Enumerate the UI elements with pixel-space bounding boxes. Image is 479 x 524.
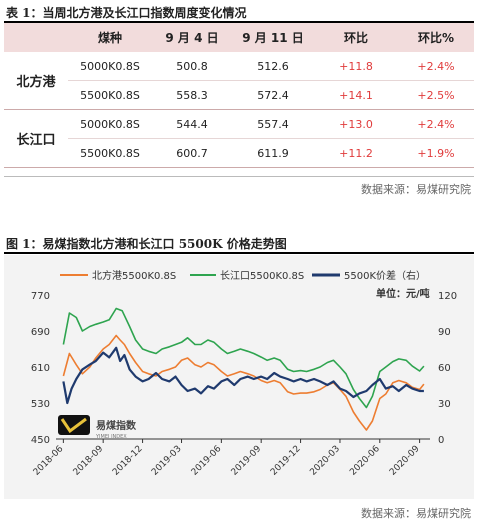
y-left-tick-label: 450 bbox=[31, 435, 50, 446]
sep4-cell: 544.4 bbox=[152, 109, 232, 139]
chart-panel: 北方港5500K0.8S 长江口5500K0.8S 5500K价差（右） 单位：… bbox=[4, 255, 474, 499]
port-cell: 北方港 bbox=[4, 52, 68, 110]
coal-type-cell: 5000K0.8S bbox=[68, 52, 152, 81]
legend-label-spread: 5500K价差（右） bbox=[344, 269, 426, 282]
yangtze-series-line bbox=[62, 307, 425, 409]
table-source: 数据来源：易煤研究院 bbox=[361, 183, 471, 196]
figure-caption: 图 1：易煤指数北方港和长江口 5500K 价格走势图 bbox=[6, 237, 287, 251]
y-left-tick-label: 530 bbox=[31, 399, 50, 410]
coal-type-cell: 5000K0.8S bbox=[68, 109, 152, 139]
spread-series-line bbox=[62, 346, 424, 405]
sep4-cell: 600.7 bbox=[152, 138, 232, 168]
change-cell: +11.8 bbox=[314, 52, 398, 81]
header-sep4: 9 月 4 日 bbox=[152, 23, 232, 52]
legend-label-yangtze: 长江口5500K0.8S bbox=[220, 270, 304, 282]
y-left-tick-label: 610 bbox=[31, 363, 50, 374]
watermark-logo bbox=[58, 415, 90, 435]
change-pct-cell: +2.5% bbox=[398, 80, 474, 110]
table-top-rule bbox=[4, 21, 474, 23]
x-tick-label: 2019-09 bbox=[230, 444, 264, 478]
chart-legend: 北方港5500K0.8S 长江口5500K0.8S 5500K价差（右） bbox=[60, 269, 426, 282]
y-right-tick-label: 60 bbox=[438, 363, 451, 374]
figure-source: 数据来源：易煤研究院 bbox=[361, 507, 471, 520]
coal-type-cell: 5500K0.8S bbox=[68, 138, 152, 168]
header-coal-type: 煤种 bbox=[68, 23, 152, 52]
x-tick-label: 2018-09 bbox=[72, 444, 106, 478]
header-sep11: 9 月 11 日 bbox=[232, 23, 314, 52]
y-right-tick-label: 90 bbox=[438, 327, 451, 338]
watermark-subtext: YIMEI INDEX bbox=[95, 434, 127, 440]
y-right-tick-label: 30 bbox=[438, 399, 451, 410]
weekly-change-table: 煤种 9 月 4 日 9 月 11 日 环比 环比% 北方港 5000K0.8S… bbox=[4, 23, 474, 168]
table-row: 北方港 5000K0.8S 500.8 512.6 +11.8 +2.4% bbox=[4, 52, 474, 110]
table-row: 5500K0.8S 600.7 611.9 +11.2 +1.9% bbox=[4, 138, 474, 168]
change-cell: +13.0 bbox=[314, 109, 398, 139]
y-left-tick-label: 690 bbox=[31, 327, 50, 338]
table-caption: 表 1：当周北方港及长江口指数周度变化情况 bbox=[6, 6, 247, 20]
figure-top-rule bbox=[4, 252, 474, 254]
change-pct-cell: +2.4% bbox=[398, 109, 474, 139]
change-pct-cell: +2.4% bbox=[398, 52, 474, 81]
y-right-tick-label: 120 bbox=[438, 291, 457, 302]
watermark-text: 易煤指数 bbox=[96, 419, 137, 432]
header-port bbox=[4, 23, 68, 52]
table-row: 5500K0.8S 558.3 572.4 +14.1 +2.5% bbox=[4, 80, 474, 110]
x-tick-label: 2019-12 bbox=[269, 444, 303, 478]
unit-label: 单位：元/吨 bbox=[376, 287, 430, 300]
y-left-tick-label: 770 bbox=[31, 291, 50, 302]
sep4-cell: 500.8 bbox=[152, 52, 232, 81]
sep11-cell: 512.6 bbox=[232, 52, 314, 81]
watermark-logo-mark bbox=[60, 417, 87, 434]
north-port-series-line bbox=[62, 334, 425, 431]
sep4-cell: 558.3 bbox=[152, 80, 232, 110]
change-pct-cell: +1.9% bbox=[398, 138, 474, 168]
x-tick-label: 2020-03 bbox=[308, 444, 342, 478]
x-tick-label: 2020-09 bbox=[388, 444, 422, 478]
y-right-tick-label: 0 bbox=[438, 435, 444, 446]
x-tick-label: 2020-06 bbox=[348, 444, 382, 478]
price-trend-chart: 北方港5500K0.8S 长江口5500K0.8S 5500K价差（右） 单位：… bbox=[31, 269, 457, 478]
x-tick-label: 2018-06 bbox=[32, 444, 66, 478]
sep11-cell: 572.4 bbox=[232, 80, 314, 110]
coal-type-cell: 5500K0.8S bbox=[68, 80, 152, 110]
x-tick-label: 2019-03 bbox=[150, 444, 184, 478]
header-change-pct: 环比% bbox=[398, 23, 474, 52]
port-cell: 长江口 bbox=[4, 109, 68, 168]
header-change: 环比 bbox=[314, 23, 398, 52]
change-cell: +11.2 bbox=[314, 138, 398, 168]
change-cell: +14.1 bbox=[314, 80, 398, 110]
table-row: 长江口 5000K0.8S 544.4 557.4 +13.0 +2.4% bbox=[4, 109, 474, 168]
table-header-row: 煤种 9 月 4 日 9 月 11 日 环比 环比% bbox=[4, 23, 474, 52]
watermark: 易煤指数 YIMEI INDEX bbox=[58, 415, 137, 440]
sep11-cell: 557.4 bbox=[232, 109, 314, 139]
chart-plot bbox=[62, 307, 425, 431]
x-tick-label: 2019-06 bbox=[190, 444, 224, 478]
legend-label-north-port: 北方港5500K0.8S bbox=[92, 269, 176, 282]
x-tick-label: 2018-12 bbox=[111, 444, 145, 478]
table-bottom-rule bbox=[4, 176, 474, 177]
sep11-cell: 611.9 bbox=[232, 138, 314, 168]
